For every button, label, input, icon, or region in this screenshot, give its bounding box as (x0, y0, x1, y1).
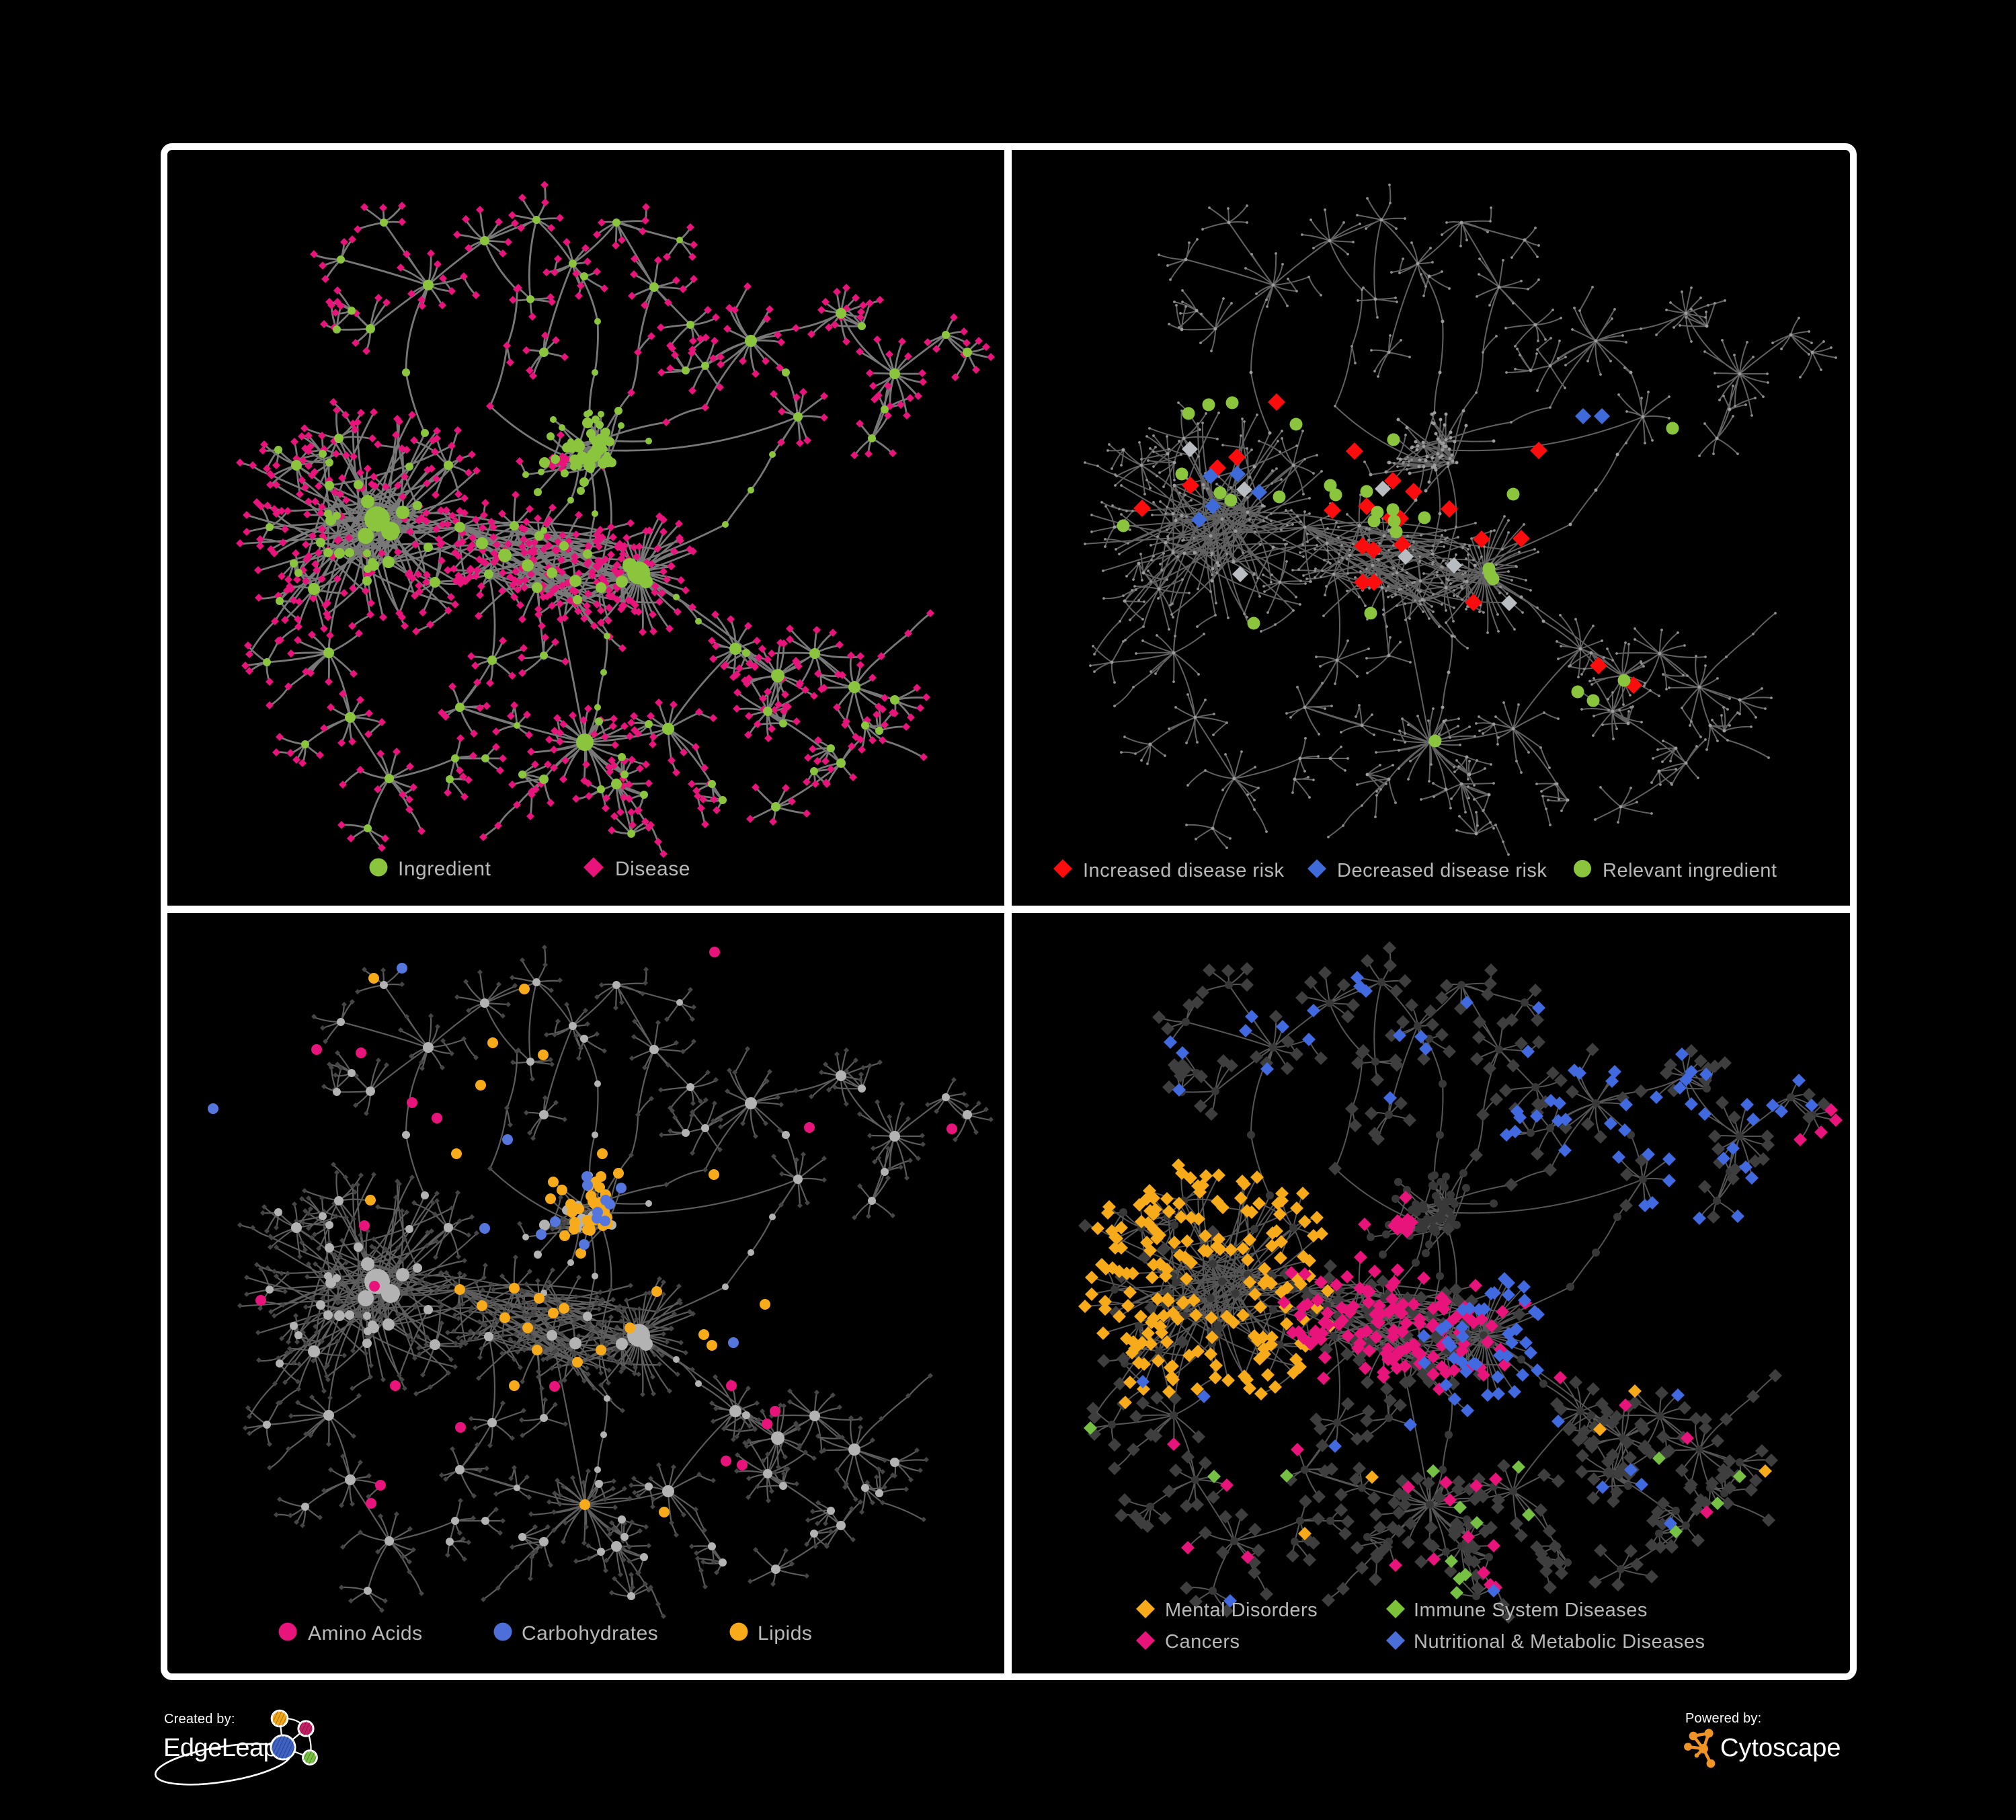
svg-text:Ingredient: Ingredient (398, 858, 491, 880)
svg-text:Powered by:: Powered by: (1685, 1711, 1761, 1726)
svg-text:Lipids: Lipids (758, 1622, 812, 1645)
svg-text:Mental Disorders: Mental Disorders (1165, 1599, 1318, 1621)
svg-text:Decreased disease risk: Decreased disease risk (1337, 860, 1547, 881)
svg-text:Nutritional & Metabolic Diseas: Nutritional & Metabolic Diseases (1414, 1631, 1705, 1653)
svg-text:Amino Acids: Amino Acids (308, 1622, 423, 1645)
svg-text:Relevant ingredient: Relevant ingredient (1603, 860, 1777, 881)
svg-text:Immune System Diseases: Immune System Diseases (1414, 1599, 1648, 1621)
svg-text:Cancers: Cancers (1165, 1631, 1240, 1653)
svg-text:Created by:: Created by: (164, 1712, 235, 1727)
svg-text:Cytoscape: Cytoscape (1720, 1734, 1841, 1762)
svg-text:Carbohydrates: Carbohydrates (522, 1622, 658, 1645)
svg-text:EdgeLeap: EdgeLeap (163, 1734, 277, 1762)
svg-text:Increased disease risk: Increased disease risk (1083, 860, 1285, 881)
svg-text:Disease: Disease (615, 858, 690, 880)
